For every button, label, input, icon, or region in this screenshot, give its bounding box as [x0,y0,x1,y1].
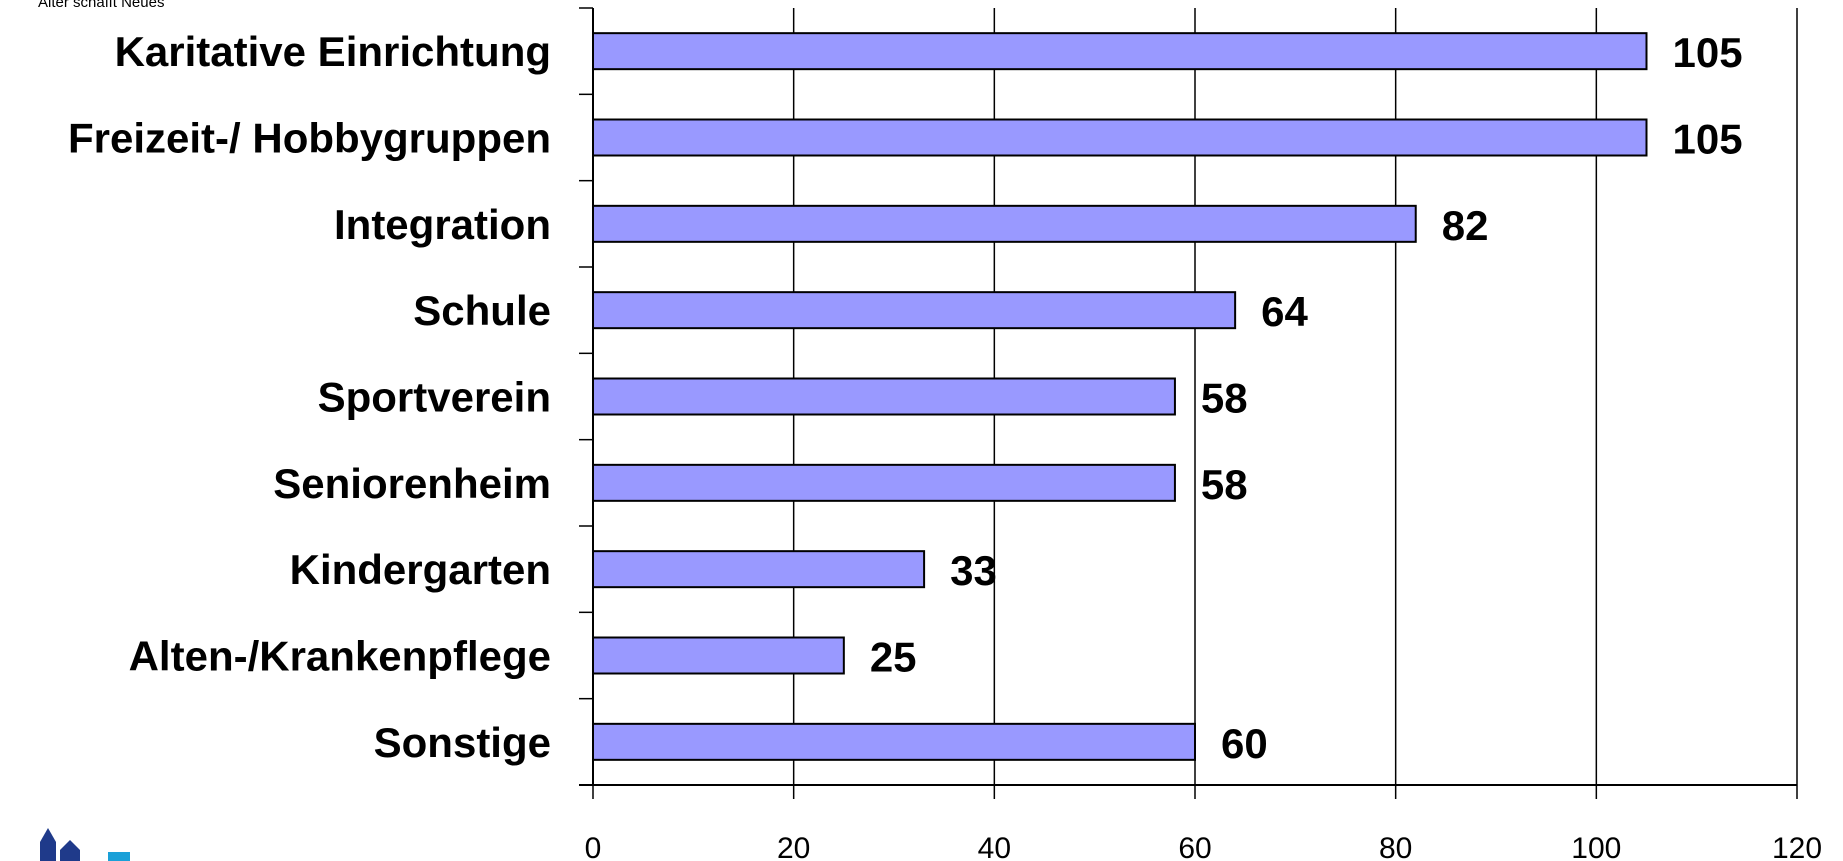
brand-tagline: Alter schafft Neues [38,0,164,11]
category-label: Kindergarten [290,546,551,593]
category-label: Freizeit-/ Hobbygruppen [68,115,551,162]
bar [592,377,1176,416]
bars [592,32,1648,761]
bar [592,32,1648,71]
bar [592,291,1237,330]
value-label: 105 [1673,116,1743,163]
category-label: Seniorenheim [273,460,551,507]
bar [592,463,1176,502]
value-label: 58 [1201,461,1248,508]
category-label: Schule [413,287,551,334]
x-tick-label: 60 [1178,832,1211,861]
x-tick-label: 100 [1571,832,1621,861]
value-label: 25 [870,634,917,681]
x-tick-label: 120 [1772,832,1822,861]
bar [592,636,845,675]
category-labels: Karitative Einrichtung Freizeit-/ Hobbygr… [68,28,551,766]
x-tick-label: 0 [585,832,602,861]
category-label: Alten-/Krankenpflege [129,633,551,680]
category-label: Karitative Einrichtung [115,28,551,75]
value-label: 58 [1201,375,1248,422]
church-logo-icon [40,828,130,861]
value-label: 33 [950,547,997,594]
category-label: Sonstige [374,719,551,766]
bar [592,722,1196,761]
x-tick-label: 40 [978,832,1011,861]
x-tick-label: 20 [777,832,810,861]
category-label: Sportverein [318,374,551,421]
bar [592,118,1648,157]
category-label: Integration [334,201,551,248]
x-tick-labels: 0 20 40 60 80 100 120 [585,832,1822,861]
bar [592,204,1417,243]
value-label: 105 [1673,29,1743,76]
value-label: 60 [1221,720,1268,767]
x-tick-label: 80 [1379,832,1412,861]
value-label: 82 [1442,202,1489,249]
value-label: 64 [1261,288,1308,335]
bar [592,550,926,589]
value-labels: 105 105 82 64 58 58 33 25 60 [870,29,1743,767]
